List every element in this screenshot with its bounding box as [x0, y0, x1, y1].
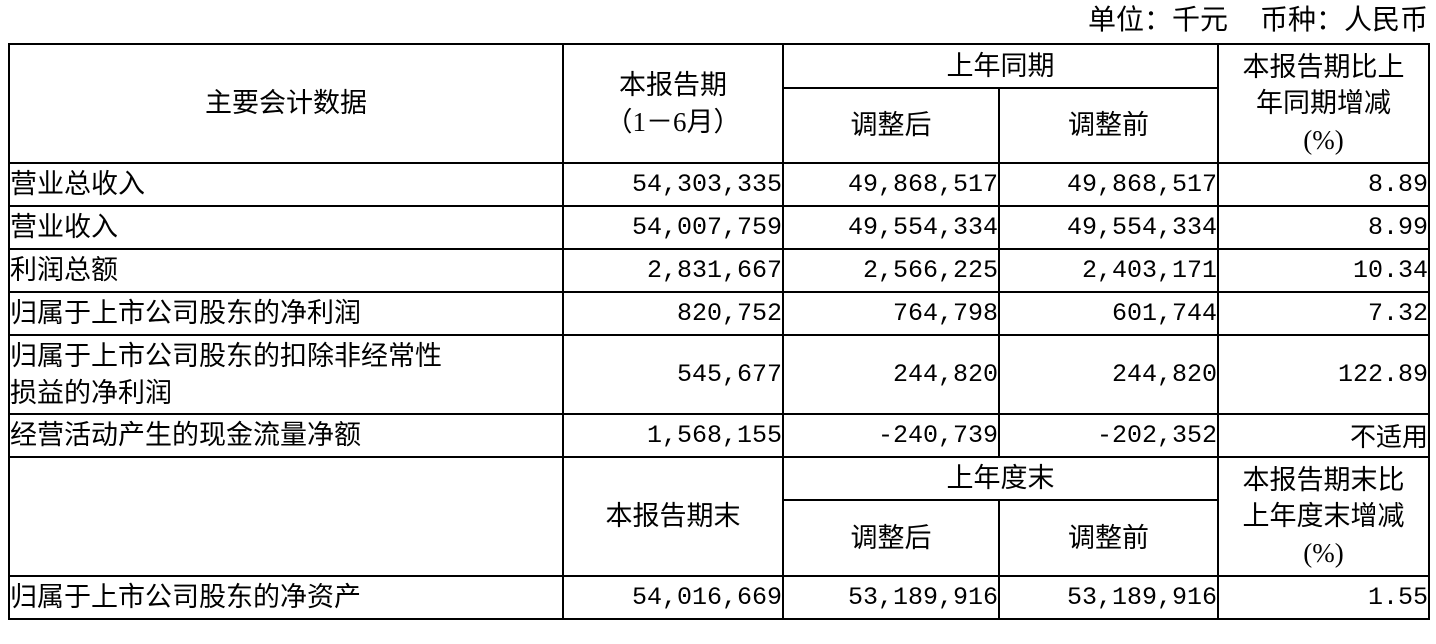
cell-current: 54,303,335	[562, 162, 784, 207]
header-row-eop-top: 本报告期末 上年度末 本报告期末比 上年度末增减 (%)	[8, 456, 1430, 577]
cell-change: 8.89	[1217, 162, 1430, 207]
header-eop-adjusted: 调整后	[782, 499, 1000, 577]
table-row-total-revenue: 营业总收入 54,303,335 49,868,517 49,868,517 8…	[8, 162, 1430, 207]
cell-current: 54,016,669	[562, 575, 784, 620]
header-eop-prior-group: 上年度末	[782, 456, 1219, 501]
header-main-indicators: 主要会计数据	[8, 43, 564, 164]
cell-prior-adjusted: -240,739	[782, 413, 1000, 458]
cell-change: 10.34	[1217, 248, 1430, 293]
table-row-net-assets-attributable: 归属于上市公司股东的净资产 54,016,669 53,189,916 53,1…	[8, 575, 1430, 620]
cell-prior-original: 2,403,171	[998, 248, 1219, 293]
header-eop-current: 本报告期末	[562, 456, 784, 577]
currency-note: 币种：人民币	[1259, 5, 1428, 36]
table-row-operating-revenue: 营业收入 54,007,759 49,554,334 49,554,334 8.…	[8, 205, 1430, 250]
cell-prior-original: 53,189,916	[998, 575, 1219, 620]
table-row-total-profit: 利润总额 2,831,667 2,566,225 2,403,171 10.34	[8, 248, 1430, 293]
cell-change: 1.55	[1217, 575, 1430, 620]
cell-prior-original: -202,352	[998, 413, 1219, 458]
row-label: 营业收入	[8, 205, 564, 250]
unit-currency-note: 单位：千元 币种：人民币	[1088, 2, 1428, 40]
cell-prior-adjusted: 49,868,517	[782, 162, 1000, 207]
header-row-period-sub: 调整后 调整前	[9, 87, 1429, 164]
row-label: 归属于上市公司股东的扣除非经常性 损益的净利润	[8, 334, 564, 415]
cell-prior-adjusted: 49,554,334	[782, 205, 1000, 250]
header-period-before-adjustment: 调整前	[998, 87, 1219, 164]
cell-change: 7.32	[1217, 291, 1430, 336]
cell-prior-original: 244,820	[998, 334, 1219, 415]
table-row-operating-cash-flow: 经营活动产生的现金流量净额 1,568,155 -240,739 -202,35…	[8, 413, 1430, 458]
unit-note: 单位：千元	[1087, 5, 1228, 36]
cell-current: 54,007,759	[562, 205, 784, 250]
cell-prior-adjusted: 244,820	[782, 334, 1000, 415]
row-label: 归属于上市公司股东的净利润	[8, 291, 564, 336]
cell-prior-original: 49,554,334	[998, 205, 1219, 250]
header-current-period: 本报告期 （1－6月）	[562, 43, 784, 164]
table-row-net-profit-attributable: 归属于上市公司股东的净利润 820,752 764,798 601,744 7.…	[8, 291, 1430, 336]
key-financials-table: 主要会计数据 本报告期 （1－6月） 上年同期 本报告期比上 年同期增减 (%)…	[8, 43, 1430, 620]
header-eop-change-pct: 本报告期末比 上年度末增减 (%)	[1217, 456, 1430, 577]
cell-prior-original: 601,744	[998, 291, 1219, 336]
cell-prior-adjusted: 764,798	[782, 291, 1000, 336]
table-row-net-profit-excl-nonrecurring: 归属于上市公司股东的扣除非经常性 损益的净利润 545,677 244,820 …	[8, 334, 1430, 415]
cell-current: 820,752	[562, 291, 784, 336]
row-label: 利润总额	[8, 248, 564, 293]
cell-current: 545,677	[562, 334, 784, 415]
cell-prior-adjusted: 2,566,225	[782, 248, 1000, 293]
cell-current: 1,568,155	[562, 413, 784, 458]
header-eop-before-adjustment: 调整前	[998, 499, 1219, 577]
row-label: 归属于上市公司股东的净资产	[8, 575, 564, 620]
cell-current: 2,831,667	[562, 248, 784, 293]
row-label: 营业总收入	[8, 162, 564, 207]
header-prior-period-group: 上年同期	[782, 43, 1219, 89]
cell-change: 8.99	[1217, 205, 1430, 250]
row-label: 经营活动产生的现金流量净额	[8, 413, 564, 458]
header-row-eop-sub: 调整后 调整前	[9, 499, 1429, 577]
header-period-change-pct: 本报告期比上 年同期增减 (%)	[1217, 43, 1430, 164]
cell-change: 不适用	[1217, 413, 1430, 458]
header-period-adjusted: 调整后	[782, 87, 1000, 164]
header-eop-empty-corner	[8, 456, 564, 577]
header-row-period-top: 主要会计数据 本报告期 （1－6月） 上年同期 本报告期比上 年同期增减 (%)	[8, 43, 1430, 164]
cell-prior-original: 49,868,517	[998, 162, 1219, 207]
cell-change: 122.89	[1217, 334, 1430, 415]
cell-prior-adjusted: 53,189,916	[782, 575, 1000, 620]
